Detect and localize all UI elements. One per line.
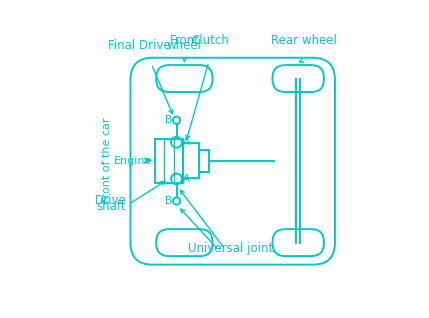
Text: Rear wheel: Rear wheel	[272, 34, 337, 47]
Text: Drive: Drive	[95, 194, 127, 207]
Bar	[155, 139, 183, 183]
Text: Final Drive: Final Drive	[108, 38, 170, 52]
Text: Front of the car: Front of the car	[102, 118, 112, 203]
Text: Front: Front	[169, 34, 199, 47]
Text: wheel: wheel	[167, 38, 202, 52]
Text: B: B	[164, 196, 172, 206]
Text: Engine: Engine	[114, 156, 153, 166]
Text: A: A	[183, 137, 190, 147]
Text: B: B	[164, 115, 172, 125]
Bar	[183, 143, 199, 178]
Text: shaft: shaft	[96, 200, 126, 213]
Text: Clutch: Clutch	[191, 34, 229, 47]
Bar	[199, 149, 209, 172]
Text: Universal joint: Universal joint	[188, 242, 274, 255]
Text: A: A	[183, 174, 190, 184]
